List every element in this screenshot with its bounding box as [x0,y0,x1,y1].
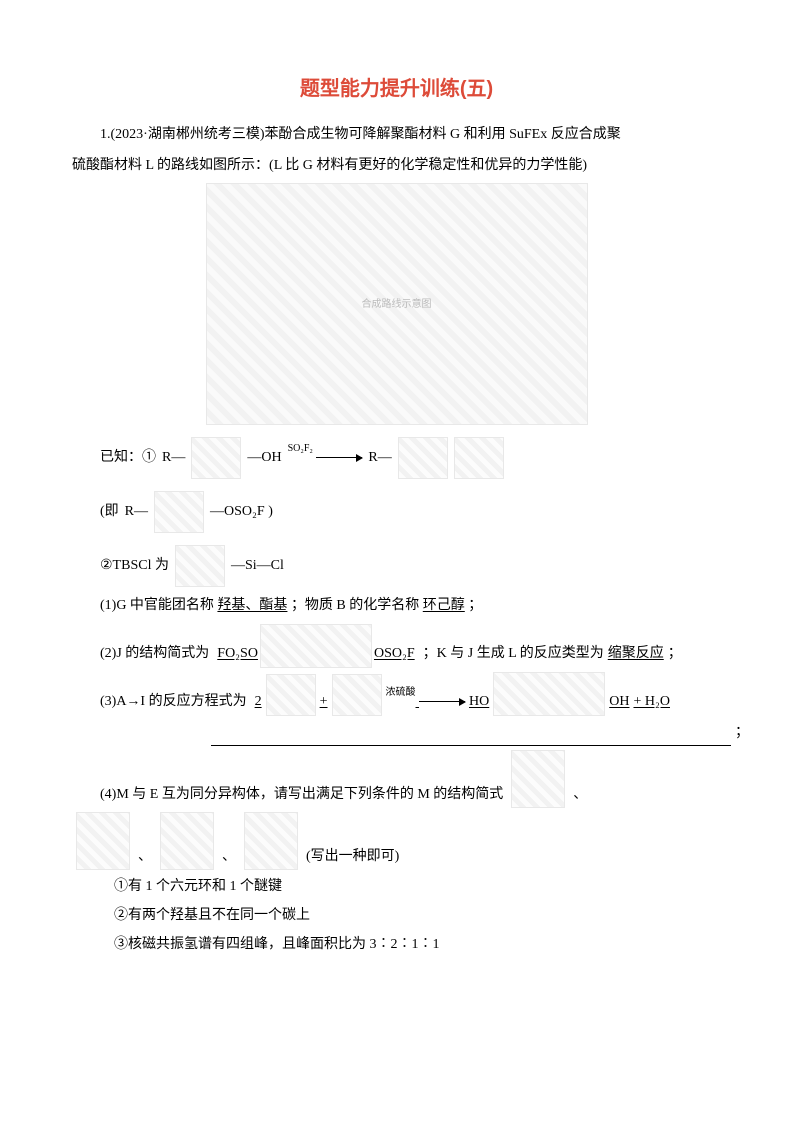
q1-sub1: (1)G 中官能团名称 羟基、酯基 ；物质 B 的化学名称 环己醇 ； [72,593,721,620]
arrow-reagent: SO₂F₂ [288,439,313,458]
page-title: 题型能力提升训练(五) [72,70,721,108]
tbscl-frag: —Si—Cl [231,553,284,580]
isomer4-struct-icon [244,812,298,870]
q1-sub2: (2)J 的结构简式为 FO₂SO OSO₂F ；K 与 J 生成 L 的反应类… [100,624,721,668]
tbscl-label: ②TBSCl 为 [100,553,169,580]
given-tbscl: ②TBSCl 为 —Si—Cl [100,545,721,587]
q1-1-answer2: 环己醇 [423,598,465,613]
isomer2-struct-icon [76,812,130,870]
bisphenola-struct-icon [493,672,605,716]
q1-1-mid: ；物质 B 的化学名称 [291,598,419,613]
q1-intro-line2: 硫酸酯材料 L 的路线如图所示：(L 比 G 材料有更好的化学稳定性和优异的力学… [72,153,721,180]
paren-open: (即 [100,499,119,526]
q1-3-tail: ； [735,720,749,747]
q1-intro-line1: 1.(2023·湖南郴州统考三模)苯酚合成生物可降解聚酯材料 G 和利用 SuF… [72,122,721,149]
tbscl-struct-icon [175,545,225,587]
phenol-oh: —OH [247,445,281,472]
given-reaction-1-alt: (即 R— —OSO₂F ) [100,491,721,533]
given-label: 已知：① [100,445,156,472]
q1-3-plus: + [320,689,328,716]
q1-sub3-tail: ； [100,720,749,747]
q1-sub4-line2: 、 、 (写出一种即可) [72,812,721,870]
q1-3-pre: (3)A→I 的反应方程式为 [100,689,247,716]
q1-3-ho: HO [469,689,489,716]
synthesis-route-diagram: 合成路线示意图 [206,183,588,425]
given-reaction-1: 已知：① R— —OH SO₂F₂ R— [100,437,721,479]
phenyl-icon [154,491,204,533]
isomer1-struct-icon [511,750,565,808]
r-fragment: R— [162,445,185,472]
q1-sub3: (3)A→I 的反应方程式为 2 + 浓硫酸 HO OH + H₂O [100,672,721,716]
q1-2-suf: ； [668,641,682,668]
cond-3: ③核磁共振氢谱有四组峰，且峰面积比为 3∶2∶1∶1 [114,932,721,959]
q1-4-sep2: 、 [138,844,152,871]
q1-2-mid: ；K 与 J 生成 L 的反应类型为 [423,641,604,668]
isomer3-struct-icon [160,812,214,870]
phenyl-icon [191,437,241,479]
q1-sub4-line1: (4)M 与 E 互为同分异构体，请写出满足下列条件的 M 的结构简式 、 [100,750,721,808]
q1-4-end: (写出一种即可) [306,844,399,871]
q1-2-left: FO₂SO [217,641,258,668]
cond-1: ①有 1 个六元环和 1 个醚键 [114,874,721,901]
q1-2-answer2: 缩聚反应 [608,641,664,668]
q1-1-suf: ； [468,598,482,613]
q1-3-h2o: + H₂O [633,689,670,716]
bisphenyl-struct-icon [260,624,372,668]
r-fragment-2: R— [368,445,391,472]
q1-2-pre: (2)J 的结构简式为 [100,641,209,668]
q1-2-right: OSO₂F [374,641,415,668]
q1-4-sep1: 、 [573,782,587,809]
oso2f-struct-icon [454,437,504,479]
q1-3-two: 2 [255,689,262,716]
reaction-arrow-icon [419,701,465,702]
phenol-struct-icon [266,674,316,716]
reaction-arrow-icon [316,457,362,458]
q1-3-oh: OH [609,689,629,716]
q1-4-pre: (4)M 与 E 互为同分异构体，请写出满足下列条件的 M 的结构简式 [100,782,503,809]
q1-1-answer1: 羟基、酯基 [217,598,287,613]
q1-3-arrowlabel: 浓硫酸 [386,683,416,702]
q1-4-sep3: 、 [222,844,236,871]
q1-1-pre: (1)G 中官能团名称 [100,598,214,613]
phenyl-icon [398,437,448,479]
cond-2: ②有两个羟基且不在同一个碳上 [114,903,721,930]
r-fragment-3: R— [125,499,148,526]
q1-sub4-conditions: ①有 1 个六元环和 1 个醚键 ②有两个羟基且不在同一个碳上 ③核磁共振氢谱有… [114,874,721,958]
acetone-struct-icon [332,674,382,716]
oso2f-text: —OSO₂F ) [210,499,273,526]
